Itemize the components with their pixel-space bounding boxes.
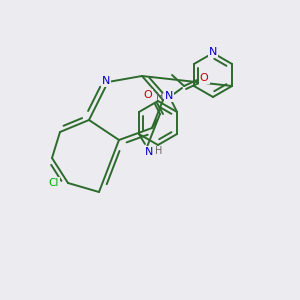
Text: O: O xyxy=(200,73,208,83)
Text: N: N xyxy=(102,76,110,86)
Text: Cl: Cl xyxy=(49,178,59,188)
Text: H: H xyxy=(155,146,163,156)
Text: N: N xyxy=(209,47,217,57)
Text: N: N xyxy=(165,91,173,101)
Text: N: N xyxy=(145,147,153,157)
Text: H: H xyxy=(156,92,164,102)
Text: O: O xyxy=(144,90,152,100)
